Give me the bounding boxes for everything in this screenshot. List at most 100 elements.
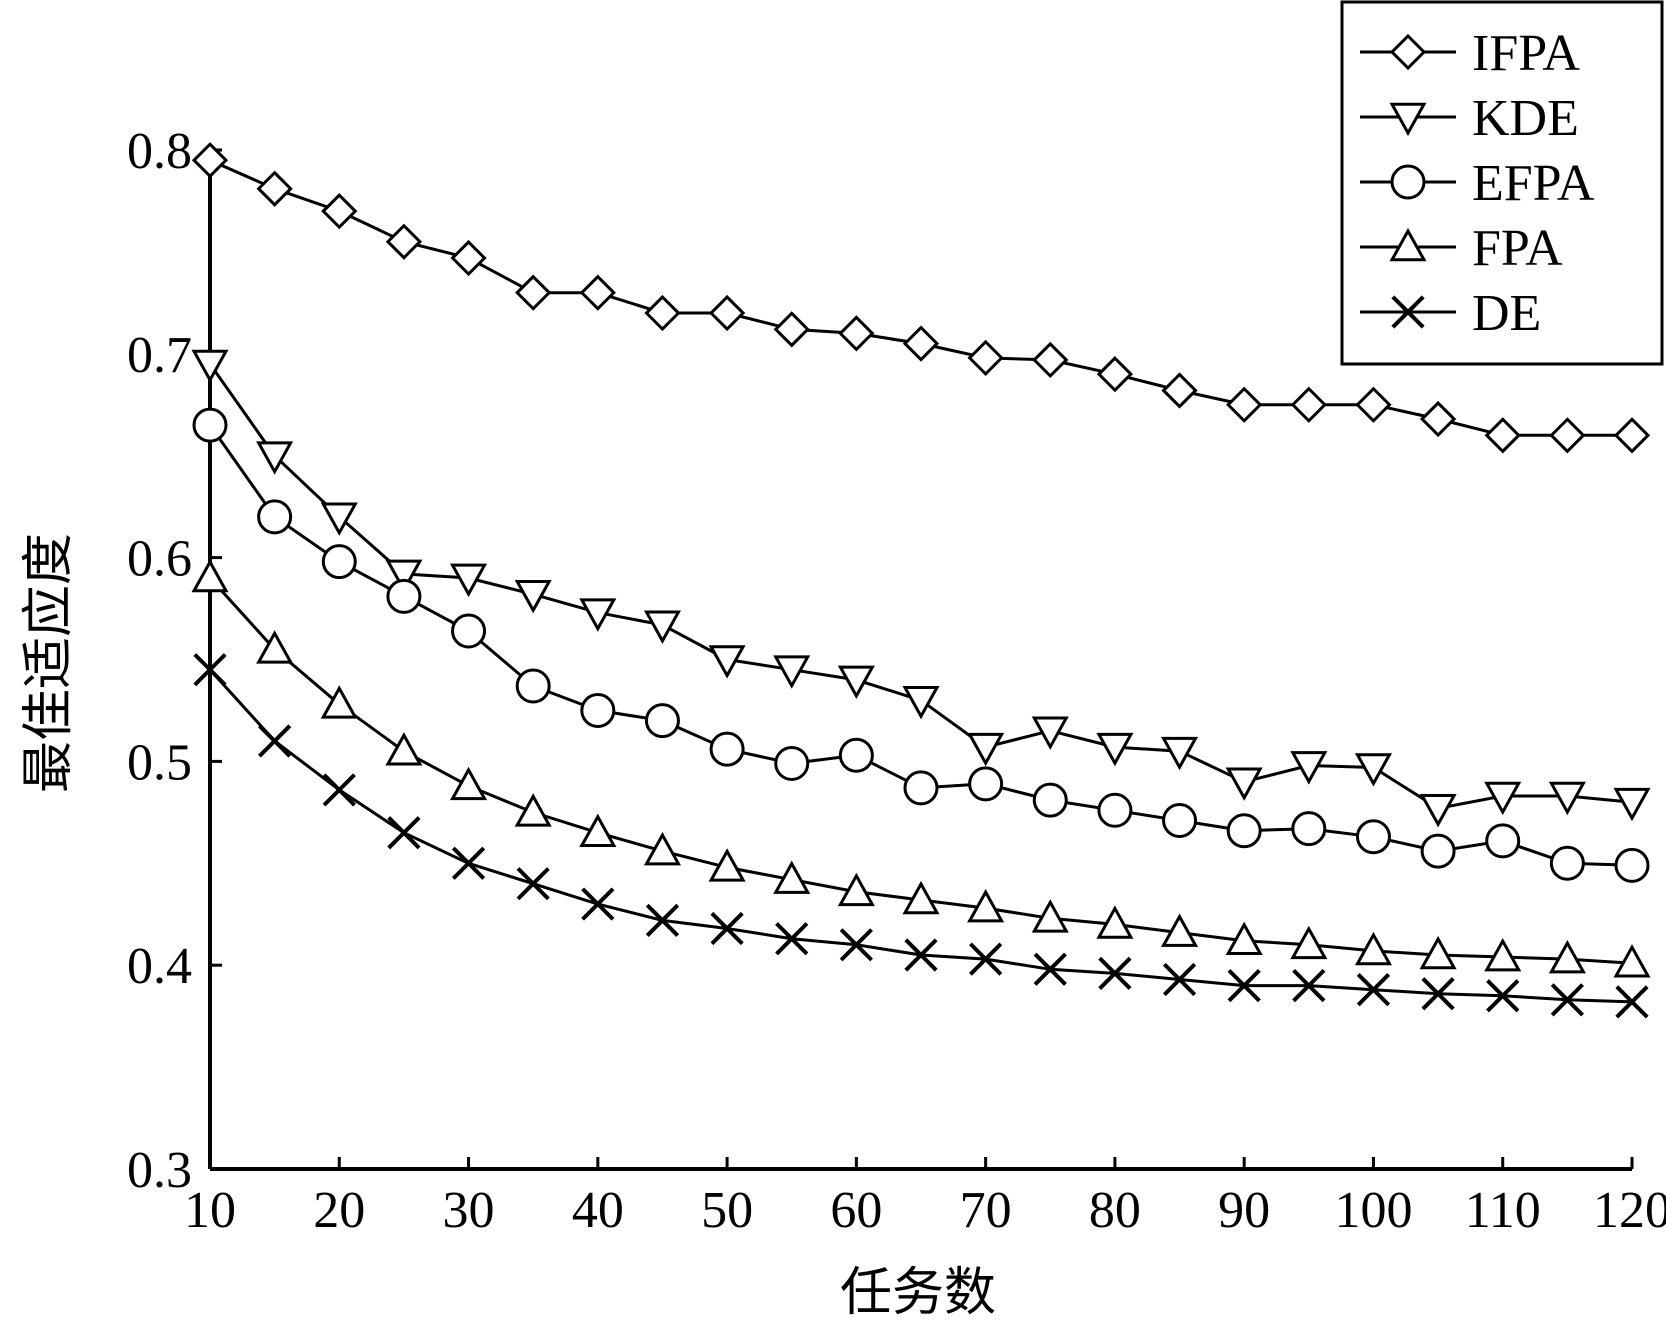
data-point-fpa — [579, 813, 617, 848]
data-point-efpa — [968, 766, 1004, 802]
data-point-de — [710, 911, 744, 946]
data-point-kde — [837, 665, 875, 699]
data-point-ifpa — [1355, 386, 1392, 423]
data-point-ifpa — [902, 325, 940, 362]
data-point-efpa — [386, 578, 422, 614]
data-point-de — [1356, 973, 1391, 1007]
data-point-de — [839, 928, 873, 962]
data-point-kde — [967, 732, 1005, 767]
data-point-kde — [1484, 781, 1522, 816]
y-tick-label: 0.8 — [127, 123, 192, 180]
data-point-fpa — [1290, 925, 1328, 960]
data-point-de — [1615, 985, 1649, 1019]
data-point-ifpa — [191, 142, 229, 179]
data-point-fpa — [967, 889, 1005, 923]
data-point-de — [1227, 968, 1261, 1003]
data-point-ifpa — [1290, 386, 1327, 423]
data-point-fpa — [1613, 944, 1651, 978]
y-ticks: 0.3 0.4 0.5 0.6 0.7 0.8 — [127, 123, 222, 1199]
data-point-kde — [708, 645, 746, 679]
data-point-fpa — [1096, 905, 1134, 939]
y-tick-label: 0.7 — [127, 327, 192, 384]
y-tick-label: 0.6 — [127, 531, 192, 588]
data-point-ifpa — [1032, 341, 1069, 379]
x-tick-label: 50 — [701, 1182, 753, 1239]
data-point-fpa — [1548, 939, 1586, 974]
data-point-de — [387, 816, 421, 850]
data-point-de — [1292, 968, 1326, 1003]
data-point-fpa — [449, 766, 488, 801]
data-point-kde — [1160, 736, 1199, 771]
data-point-kde — [385, 559, 423, 593]
legend-marker-efpa — [1390, 164, 1426, 200]
data-point-kde — [449, 563, 488, 598]
data-point-de — [1033, 952, 1067, 986]
legend-label: IFPA — [1472, 25, 1580, 82]
x-tick-label: 100 — [1334, 1182, 1412, 1239]
series-line-de — [208, 668, 1633, 1004]
data-point-de — [1550, 983, 1584, 1017]
x-tick-label: 30 — [443, 1182, 495, 1239]
data-point-ifpa — [1096, 356, 1134, 393]
x-tick-label: 60 — [830, 1182, 882, 1239]
data-point-fpa — [385, 732, 423, 766]
data-point-de — [451, 846, 486, 880]
data-point-kde — [579, 598, 617, 632]
data-point-kde — [191, 349, 229, 384]
data-point-ifpa — [708, 294, 746, 332]
data-point-de — [1421, 977, 1455, 1011]
series-layer — [191, 142, 1651, 1019]
data-point-efpa — [1355, 819, 1391, 855]
data-point-fpa — [1419, 935, 1457, 970]
data-point-fpa — [1160, 913, 1199, 947]
data-point-kde — [1096, 732, 1134, 767]
data-point-de — [1098, 956, 1132, 990]
legend-item-de: DE — [1360, 285, 1541, 342]
data-point-de — [1486, 979, 1520, 1013]
data-point-efpa — [580, 692, 616, 728]
legend-marker-de — [1391, 295, 1425, 329]
data-point-ifpa — [256, 170, 293, 207]
legend-marker-fpa — [1389, 227, 1427, 262]
data-point-fpa — [1031, 899, 1069, 933]
data-point-kde — [1354, 753, 1393, 787]
data-point-efpa — [1032, 782, 1068, 818]
legend-label: KDE — [1472, 90, 1579, 147]
data-point-fpa — [902, 880, 940, 915]
data-point-ifpa — [1549, 417, 1586, 454]
data-point-de — [322, 773, 356, 807]
data-point-ifpa — [1419, 400, 1457, 438]
data-point-efpa — [644, 703, 680, 739]
x-tick-label: 40 — [572, 1182, 624, 1239]
y-tick-label: 0.4 — [127, 938, 192, 995]
data-point-ifpa — [1484, 417, 1521, 454]
data-point-efpa — [838, 737, 874, 773]
x-ticks: 10 20 30 40 50 60 70 80 90 100 110 120 — [184, 1157, 1666, 1239]
data-point-ifpa — [644, 294, 681, 332]
data-point-ifpa — [385, 223, 423, 260]
legend-item-fpa: FPA — [1360, 220, 1563, 277]
series-efpa — [192, 407, 1650, 883]
x-tick-label: 110 — [1465, 1182, 1541, 1239]
data-point-efpa — [451, 613, 487, 649]
x-tick-label: 80 — [1089, 1182, 1141, 1239]
data-point-de — [645, 903, 680, 937]
data-point-ifpa — [773, 311, 810, 348]
x-tick-label: 90 — [1218, 1182, 1270, 1239]
data-point-ifpa — [450, 239, 487, 277]
data-point-de — [904, 938, 938, 972]
data-point-kde — [1290, 751, 1328, 785]
data-point-kde — [1031, 716, 1069, 750]
legend-marker-kde — [1389, 102, 1427, 137]
data-point-ifpa — [1613, 417, 1651, 454]
series-de — [193, 653, 1649, 1019]
data-point-efpa — [257, 499, 293, 535]
data-point-fpa — [320, 685, 358, 719]
data-point-fpa — [1484, 937, 1522, 972]
data-point-efpa — [1226, 813, 1262, 849]
data-point-kde — [1548, 781, 1586, 816]
legend: IFPA KDE EFPA FPA DE — [1340, 0, 1664, 366]
x-tick-label: 70 — [960, 1182, 1012, 1239]
data-point-ifpa — [321, 193, 358, 230]
